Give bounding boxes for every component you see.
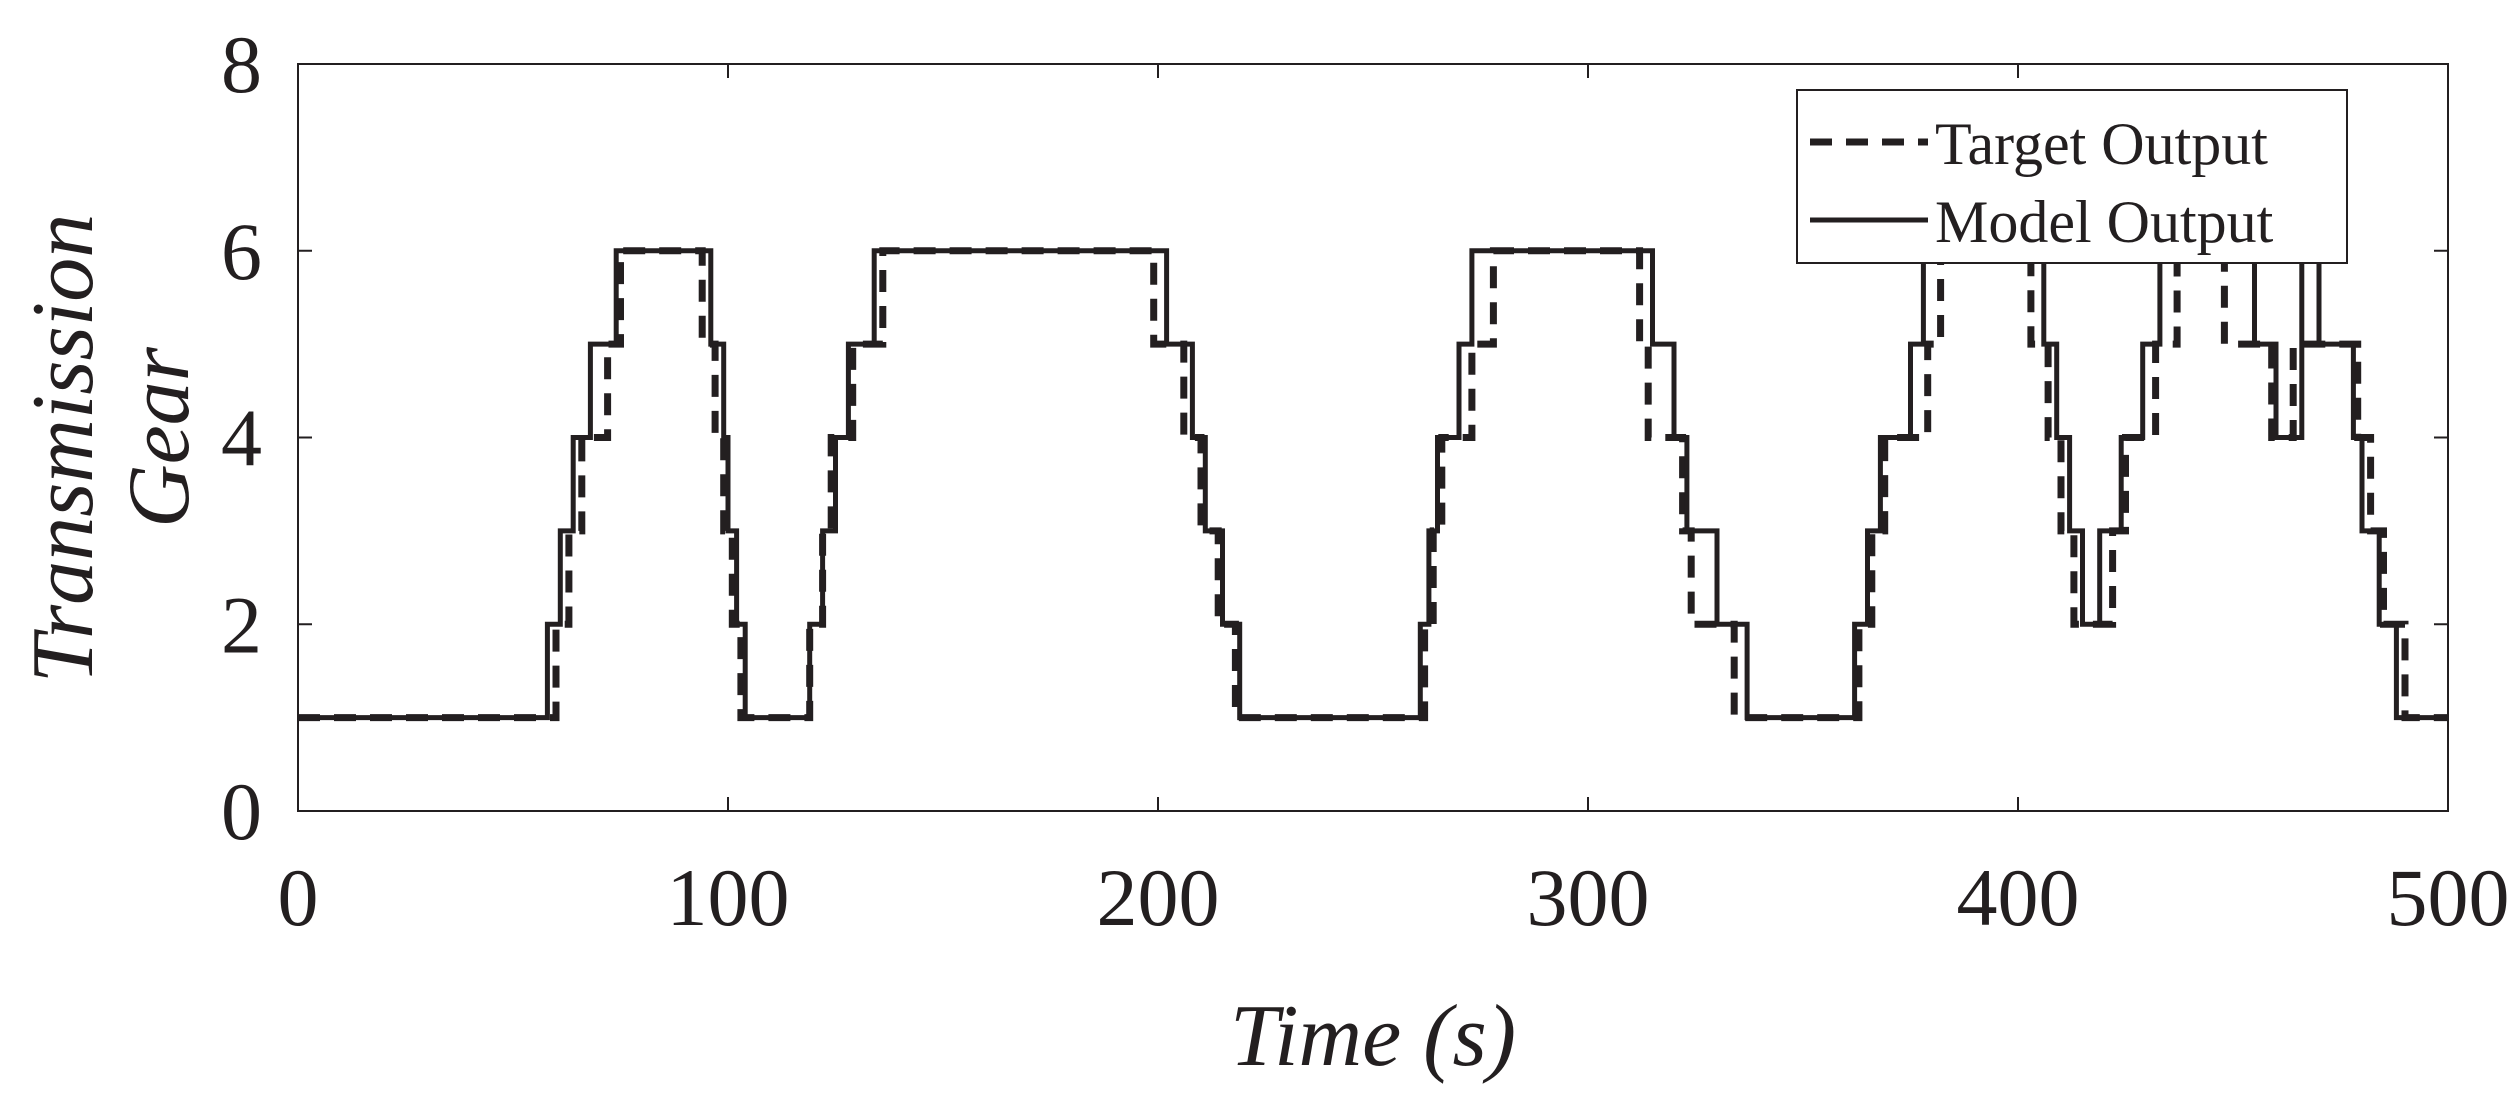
legend: Target Output Model Output (1796, 89, 2348, 264)
y-axis-title-line-2: Gear (111, 346, 208, 528)
y-tick-label: 8 (221, 19, 262, 110)
legend-label-target-output: Target Output (1935, 111, 2268, 177)
x-tick-label: 500 (2387, 852, 2510, 943)
y-tick-label: 2 (221, 579, 262, 670)
series-line-model-output (298, 248, 2448, 721)
series-layer (298, 247, 2448, 722)
x-axis-title: Time (s) (1230, 988, 1516, 1085)
y-axis-title-line-1: Transmission (15, 214, 112, 684)
y-tick-label: 4 (221, 393, 262, 484)
x-tick-label: 300 (1527, 852, 1650, 943)
x-tick-label: 400 (1957, 852, 2080, 943)
y-tick-label: 6 (221, 206, 262, 297)
labels-layer: 0 100 200 300 400 500 0 2 4 6 8 (221, 19, 2510, 943)
legend-label-model-output: Model Output (1935, 189, 2274, 255)
x-tick-label: 200 (1097, 852, 1220, 943)
legend-box (1796, 89, 2348, 264)
y-axis-title: Transmission Gear (15, 192, 208, 684)
x-tick-label: 100 (667, 852, 790, 943)
ticks-layer (297, 63, 2449, 812)
y-tick-label: 0 (221, 766, 262, 857)
x-tick-label: 0 (278, 852, 319, 943)
